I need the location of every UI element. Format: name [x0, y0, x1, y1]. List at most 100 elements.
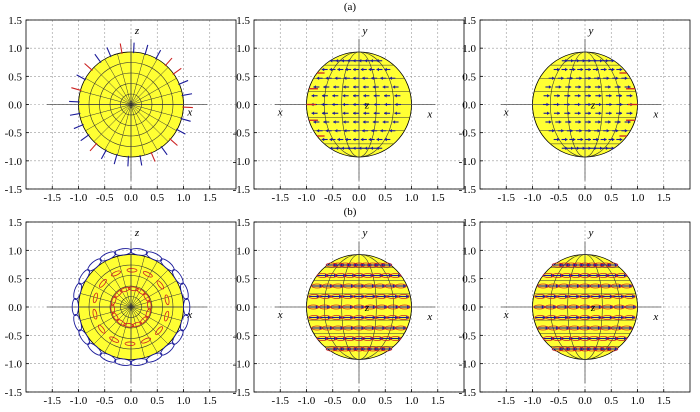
- x-tick-label: -1.5: [272, 395, 290, 407]
- field-arrowhead: [362, 120, 366, 124]
- field-arrowhead: [323, 85, 326, 89]
- field-arrowhead: [588, 58, 591, 63]
- field-arrowhead: [556, 284, 559, 288]
- x-tick-label: 0.0: [352, 192, 366, 204]
- axis-name-horizontal-right: x: [652, 109, 658, 121]
- meridian-line: [85, 306, 132, 334]
- field-arrowhead: [351, 326, 354, 330]
- field-arrowhead: [362, 128, 365, 133]
- meridian-line: [130, 306, 182, 321]
- field-arrowhead: [382, 284, 385, 288]
- field-arrowhead: [548, 85, 552, 89]
- field-arrowhead: [557, 102, 560, 107]
- x-tick-label: 0.5: [150, 395, 164, 407]
- field-arrowhead: [580, 67, 584, 72]
- x-tick-label: -0.5: [324, 192, 342, 204]
- field-arrowhead: [316, 315, 320, 320]
- field-arrowhead: [384, 67, 387, 72]
- y-tick-label: 0.5: [462, 71, 476, 83]
- polarization-loop: [131, 321, 143, 328]
- meridian-line: [93, 269, 132, 308]
- x-tick-label: 0.5: [604, 192, 618, 204]
- field-arrowhead: [598, 111, 602, 116]
- field-arrowhead: [552, 76, 555, 81]
- field-arrowhead: [345, 137, 348, 142]
- y-tick-label: -0.5: [5, 128, 23, 140]
- axis-name-center: z: [364, 100, 370, 112]
- field-arrowhead: [629, 326, 632, 330]
- field-vector: [73, 123, 84, 130]
- y-tick-label: 0.5: [236, 71, 250, 83]
- polarization-loop: [160, 342, 175, 356]
- field-arrowhead: [598, 294, 602, 299]
- field-arrowhead: [561, 128, 564, 133]
- y-tick-label: 0.0: [8, 302, 22, 314]
- axis-name-horizontal: x: [186, 107, 192, 119]
- field-arrowhead: [347, 146, 350, 151]
- field-arrowhead: [608, 326, 611, 330]
- y-tick-label: 0.0: [236, 100, 250, 112]
- field-arrowhead: [329, 58, 333, 63]
- polarization-loop: [99, 352, 117, 363]
- field-arrowhead: [615, 128, 619, 133]
- x-tick-label: 0.0: [124, 192, 138, 204]
- field-arrowhead: [313, 120, 316, 124]
- meridian-line: [130, 293, 182, 308]
- field-arrowhead: [567, 102, 570, 107]
- x-tick-label: 1.0: [177, 192, 191, 204]
- field-vector: [155, 49, 162, 60]
- field-arrowhead: [557, 93, 560, 98]
- field-arrowhead: [360, 137, 364, 142]
- field-arrowhead: [380, 128, 383, 133]
- polarization-ellipse: [620, 325, 633, 331]
- y-tick-label: 1.5: [8, 15, 22, 27]
- x-tick-label: 0.5: [378, 395, 392, 407]
- field-arrowhead: [568, 120, 572, 124]
- field-arrowhead: [332, 93, 335, 98]
- field-arrowhead: [598, 85, 601, 89]
- field-arrowhead: [383, 315, 387, 320]
- y-tick-label: 0.5: [8, 274, 22, 286]
- y-tick-label: -1.5: [5, 184, 23, 196]
- field-arrowhead: [398, 273, 401, 278]
- field-arrowhead: [567, 93, 571, 98]
- x-tick-label: -1.5: [44, 192, 62, 204]
- polarization-loop: [126, 268, 138, 273]
- meridian-line: [130, 78, 177, 105]
- field-arrowhead: [376, 146, 379, 151]
- meridian-line: [130, 53, 145, 105]
- field-arrowhead: [361, 326, 364, 330]
- field-arrowhead: [587, 326, 590, 330]
- polarization-loop: [145, 308, 152, 319]
- polarization-loop: [124, 341, 136, 346]
- field-vector: [164, 57, 173, 67]
- field-arrowhead: [553, 294, 557, 299]
- field-vector: [80, 134, 90, 142]
- x-tick-label: 1.0: [405, 395, 419, 407]
- x-tick-label: -1.0: [524, 192, 542, 204]
- field-arrowhead: [406, 315, 409, 320]
- polarization-ellipse: [375, 304, 388, 310]
- field-arrowhead: [371, 326, 375, 330]
- field-arrowhead: [315, 305, 319, 309]
- field-arrowhead: [624, 128, 628, 133]
- field-vector: [84, 63, 93, 71]
- meridian-line: [104, 104, 132, 151]
- field-arrowhead: [394, 93, 397, 98]
- meridian-line: [130, 256, 145, 308]
- field-arrowhead: [624, 76, 628, 81]
- field-arrowhead: [321, 111, 325, 116]
- field-vector: [180, 117, 191, 122]
- meridian-line: [130, 269, 169, 308]
- polarization-loop: [130, 358, 148, 366]
- field-arrowhead: [319, 326, 323, 330]
- field-arrowhead: [341, 58, 344, 63]
- polarization-loop: [147, 299, 152, 311]
- field-arrowhead: [339, 294, 342, 299]
- field-arrowhead: [624, 273, 627, 278]
- meridian-line: [117, 104, 132, 156]
- polarization-loop: [92, 292, 98, 304]
- field-arrowhead: [330, 284, 333, 288]
- meridian-line: [93, 104, 132, 142]
- panels-group: -1.5 -1.0 -0.5 0.0 0.5 1.0 1.5 -1.5 -1.0 -0.5 0.0 0…: [5, 15, 691, 407]
